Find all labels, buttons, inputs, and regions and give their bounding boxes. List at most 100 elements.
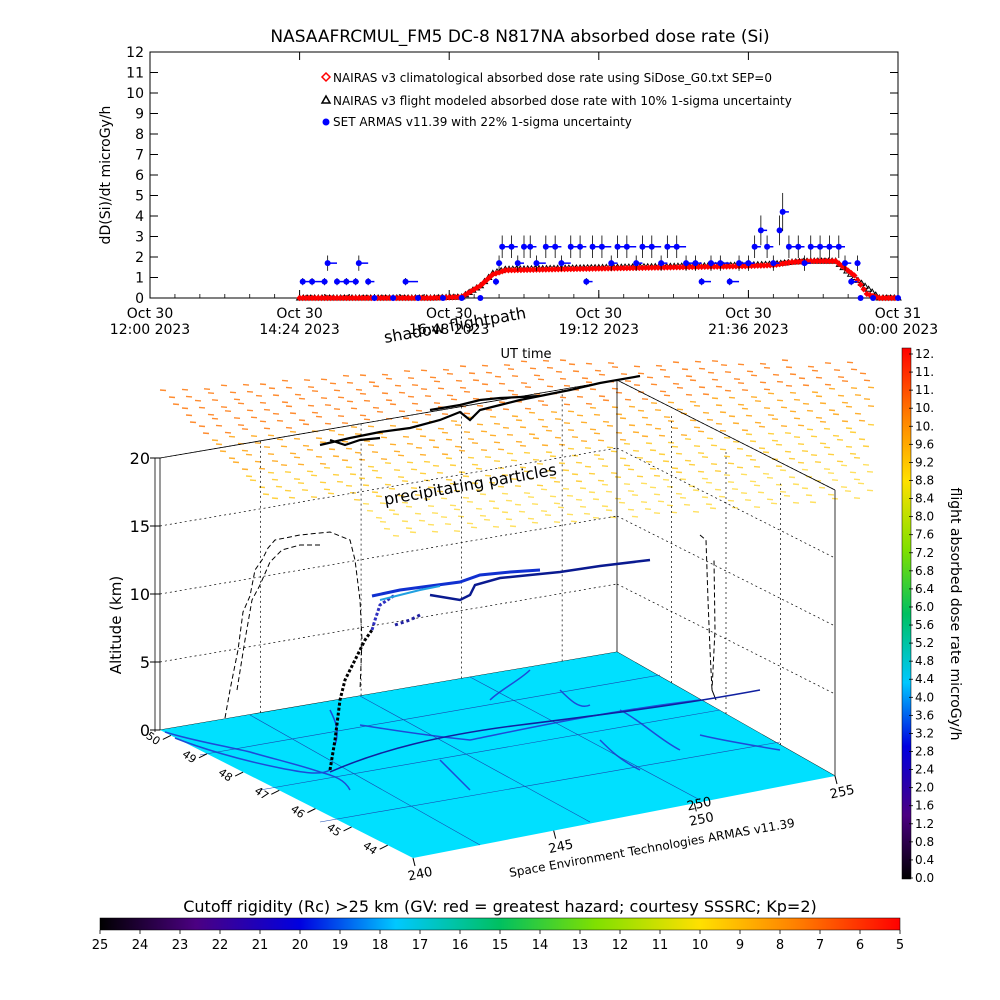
precip-dash bbox=[671, 467, 679, 470]
precip-dash bbox=[355, 388, 363, 391]
precip-dash bbox=[497, 485, 505, 488]
latitude-tick bbox=[234, 771, 244, 777]
precip-dash bbox=[263, 446, 271, 448]
precip-dash bbox=[280, 445, 288, 448]
flight-descent bbox=[394, 613, 421, 627]
precip-dash bbox=[411, 402, 419, 405]
precip-dash bbox=[458, 449, 466, 452]
precip-dash bbox=[476, 404, 484, 407]
precip-dash bbox=[323, 488, 331, 491]
legend: NAIRAS v3 climatological absorbed dose r… bbox=[320, 71, 792, 129]
precip-dash bbox=[420, 388, 428, 390]
precip-dash bbox=[805, 494, 813, 497]
precip-dash bbox=[658, 453, 666, 456]
latitude-tick bbox=[379, 844, 388, 850]
precip-dash bbox=[759, 362, 767, 365]
point-armas bbox=[648, 243, 655, 250]
coastline-4 bbox=[489, 669, 681, 751]
y-tick-label: 2 bbox=[135, 250, 144, 266]
precip-dash bbox=[827, 493, 835, 496]
precip-dash bbox=[229, 391, 237, 394]
precip-dash bbox=[353, 498, 361, 501]
precip-dash bbox=[392, 513, 400, 516]
point-armas bbox=[321, 278, 328, 285]
precip-dash bbox=[385, 377, 393, 380]
precip-dash bbox=[310, 474, 318, 477]
precip-dash bbox=[762, 451, 770, 454]
precip-dash bbox=[662, 478, 670, 481]
precip-dash bbox=[389, 424, 397, 427]
precip-dash bbox=[546, 385, 554, 388]
precip-dash bbox=[637, 372, 645, 375]
precip-dash bbox=[631, 515, 639, 518]
precip-dash bbox=[307, 404, 315, 407]
precip-dash bbox=[698, 386, 706, 389]
precip-dash bbox=[384, 483, 392, 486]
precip-dash bbox=[493, 422, 501, 425]
precip-dash bbox=[627, 490, 635, 492]
precip-dash bbox=[297, 463, 305, 466]
point-armas bbox=[683, 260, 690, 267]
cutoff-rigidity-colorbar-tick-label: 20 bbox=[292, 938, 309, 953]
ground-grid-line bbox=[469, 676, 701, 801]
precip-dash bbox=[655, 364, 663, 367]
longitude-ticks: 240 245 250 255 250 bbox=[407, 775, 856, 884]
precip-dash bbox=[276, 419, 284, 422]
precip-dash bbox=[858, 419, 866, 422]
precip-dash bbox=[507, 368, 515, 370]
precip-dash bbox=[705, 503, 713, 506]
precip-dash bbox=[637, 409, 645, 412]
precip-dash bbox=[502, 426, 510, 429]
precip-dash bbox=[688, 463, 696, 466]
precip-dash bbox=[798, 377, 806, 380]
precip-dash bbox=[445, 457, 453, 460]
point-armas bbox=[785, 243, 792, 250]
precip-dash bbox=[580, 421, 588, 424]
precip-dash bbox=[681, 368, 689, 371]
precip-dash bbox=[392, 534, 400, 537]
precip-dash bbox=[641, 398, 649, 400]
precip-dash bbox=[853, 497, 861, 499]
precip-dash bbox=[511, 393, 519, 396]
precip-dash bbox=[437, 427, 445, 430]
latitude-tick bbox=[343, 826, 352, 832]
precip-dash bbox=[306, 470, 314, 473]
precip-dash bbox=[711, 397, 719, 400]
precip-dash bbox=[536, 484, 544, 487]
point-armas bbox=[633, 260, 640, 267]
precip-dash bbox=[685, 375, 693, 378]
precip-dash bbox=[350, 407, 358, 410]
dose-rate-colorbar: 12. 11. 11. 10. 10. 9.6 9.2 8.8 8.4 8.0 7.6 7.2 6.8 6… bbox=[901, 347, 963, 885]
precip-dash bbox=[481, 364, 489, 367]
precip-dash bbox=[288, 496, 296, 499]
precip-dash bbox=[693, 426, 701, 429]
precip-dash bbox=[728, 415, 736, 418]
precip-dash bbox=[619, 457, 627, 460]
precip-dash bbox=[797, 461, 805, 464]
precip-dash bbox=[280, 464, 288, 466]
x-tick-label-line1: Oct 30 bbox=[576, 306, 622, 322]
precip-dash bbox=[298, 419, 306, 422]
precip-dash bbox=[780, 425, 788, 427]
cutoff-rigidity-colorbar-tick-label: 22 bbox=[212, 938, 229, 953]
cutoff-rigidity-colorbar-tick-label: 23 bbox=[172, 938, 189, 953]
longitude-tick-label-extra: 250 bbox=[686, 795, 713, 815]
precip-dash bbox=[449, 482, 457, 485]
precip-dash bbox=[397, 494, 405, 497]
precip-dash bbox=[524, 386, 532, 388]
precip-dash bbox=[367, 425, 375, 428]
precip-dash bbox=[828, 387, 836, 390]
precip-dash bbox=[259, 383, 267, 386]
dose-rate-colorbar-tick-label: 2.4 bbox=[915, 763, 934, 777]
coastline-3 bbox=[329, 699, 701, 746]
flight-climb-upper bbox=[370, 593, 396, 631]
precip-dash bbox=[424, 395, 432, 397]
precip-dash bbox=[311, 411, 319, 414]
precip-dash bbox=[662, 460, 670, 463]
precip-dash bbox=[737, 382, 745, 384]
precip-dash bbox=[189, 421, 197, 424]
precip-dash bbox=[506, 452, 514, 455]
ground-grid bbox=[199, 674, 781, 846]
precip-dash bbox=[432, 464, 440, 467]
precip-dash bbox=[614, 476, 622, 478]
